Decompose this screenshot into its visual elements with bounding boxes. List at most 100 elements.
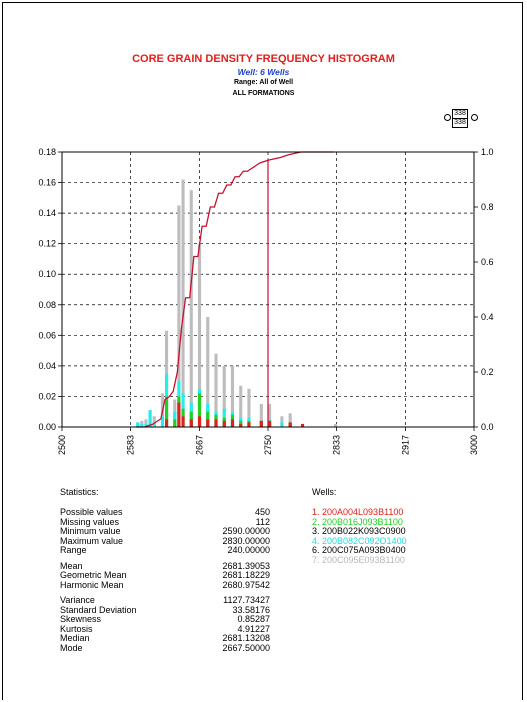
page-counter-bottom: 338 — [454, 119, 466, 126]
statistic-label: Variance — [60, 595, 95, 605]
statistic-label: Standard Deviation — [60, 604, 137, 615]
chart-title: CORE GRAIN DENSITY FREQUENCY HISTOGRAM — [132, 53, 395, 65]
chart-subtitle-formation: ALL FORMATIONS — [232, 90, 295, 97]
statistics-labels: Possible values Missing values Minimum val… — [60, 507, 137, 653]
wells-heading: Wells: — [312, 487, 337, 497]
x-tick-label: 3000 — [469, 435, 479, 455]
bar-total — [288, 413, 292, 427]
bar-total — [214, 353, 218, 427]
next-page-icon[interactable] — [471, 114, 478, 121]
bar-red — [165, 419, 169, 427]
bar-red — [214, 419, 218, 427]
y-tick-label: 0.06 — [38, 330, 56, 340]
statistic-label: Geometric Mean — [60, 570, 127, 580]
prev-page-icon[interactable] — [444, 114, 451, 121]
histogram-chart: 0.00 0.02 0.04 0.06 0.08 0.10 0.12 0.14 0.16 0.18… — [38, 147, 494, 455]
y-tick-label: 0.02 — [38, 391, 56, 401]
bar-cyan — [280, 422, 284, 427]
statistic-value: 2681.39053 — [222, 560, 270, 571]
bar-total — [222, 365, 226, 427]
y-tick-label: 0.18 — [38, 147, 56, 157]
bar-red — [222, 420, 226, 427]
page-counter-box: 338 338 — [452, 109, 468, 128]
statistic-label: Kurtosis — [60, 623, 93, 634]
statistic-value: 33.58176 — [232, 604, 270, 615]
bar-cyan — [148, 410, 152, 427]
bar-green — [165, 396, 169, 427]
statistic-label: Possible values — [60, 507, 123, 517]
statistic-value: 2681.13208 — [222, 633, 270, 643]
chart-subtitle-range: Range: All of Well — [233, 79, 294, 86]
bar-red — [288, 422, 292, 427]
well-item: 2. 200B016J093B1100 — [312, 516, 403, 527]
y2-tick-label: 0.0 — [481, 422, 494, 432]
bar-cyan — [160, 416, 164, 427]
bar-total — [152, 416, 156, 427]
statistic-label: Mean — [60, 560, 83, 571]
y-tick-label: 0.12 — [38, 239, 56, 249]
statistic-label: Mode — [60, 642, 83, 653]
chart-subtitle-well: Well: 6 Wells — [237, 67, 290, 77]
y-tick-label: 0.08 — [38, 300, 56, 310]
x-tick-label: 2500 — [57, 435, 67, 455]
statistic-label: Missing values — [60, 516, 120, 527]
x-tick-label: 2583 — [125, 435, 135, 455]
bar-red — [181, 416, 185, 427]
statistic-value: 1127.73427 — [223, 595, 270, 605]
bar-total — [268, 404, 272, 427]
statistic-label: Maximum value — [60, 535, 124, 546]
statistic-value: 4.91227 — [237, 623, 270, 634]
bar-red — [259, 420, 263, 427]
x-tick-label: 2667 — [195, 435, 205, 455]
bar-red — [230, 419, 235, 427]
statistic-value: 2681.18229 — [222, 570, 270, 580]
bar-red — [206, 419, 210, 427]
statistic-value: 112 — [255, 516, 270, 527]
bar-red — [197, 416, 202, 427]
bar-red — [189, 419, 193, 427]
y-tick-label: 0.16 — [38, 178, 56, 188]
bar-total — [177, 205, 181, 427]
bar-cyan — [136, 422, 140, 427]
bar-total — [230, 365, 235, 427]
bar-red — [300, 423, 305, 427]
bar-green — [197, 393, 202, 427]
well-item: 7. 200C095E093B1100 — [312, 554, 405, 565]
bar-green — [173, 419, 177, 427]
y2-tick-label: 0.8 — [481, 202, 494, 212]
statistic-label: Skewness — [60, 614, 102, 624]
y-tick-label: 0.04 — [38, 361, 56, 371]
y-tick-label: 0.10 — [38, 269, 56, 279]
bar-cyan — [222, 408, 226, 427]
y2-tick-label: 0.6 — [481, 257, 494, 267]
statistic-value: 2680.97542 — [222, 579, 270, 590]
x-tick-label: 2917 — [401, 435, 411, 455]
bar-cyan — [140, 423, 144, 427]
bar-total — [239, 385, 243, 427]
bar-total — [333, 423, 338, 427]
statistic-label: Median — [60, 633, 90, 643]
y2-tick-label: 1.0 — [481, 147, 494, 157]
well-item: 1. 200A004L093B1100 — [312, 507, 404, 517]
bar-total — [144, 419, 148, 427]
statistic-value: 2590.00000 — [222, 526, 270, 536]
statistics-values: 450 112 2590.00000 2830.00000 240.00000 2681.… — [180, 507, 270, 653]
statistic-value: 2830.00000 — [222, 535, 270, 546]
statistic-value: 0.85287 — [237, 614, 270, 624]
statistic-label: Range — [60, 545, 87, 555]
bar-red — [268, 420, 272, 427]
bar-total — [259, 404, 263, 427]
bar-total — [189, 190, 193, 427]
statistic-value: 450 — [254, 507, 270, 517]
y2-tick-label: 0.4 — [481, 312, 494, 322]
page-counter-top: 338 — [453, 110, 467, 119]
x-tick-label: 2833 — [331, 435, 341, 455]
statistics-heading: Statistics: — [60, 487, 99, 497]
bar-total — [197, 243, 202, 427]
bar-total — [181, 179, 185, 427]
well-item: 6. 200C075A093B0400 — [312, 545, 406, 555]
x-tick-label: 2750 — [263, 435, 273, 455]
statistic-label: Minimum value — [60, 526, 121, 536]
y2-tick-label: 0.2 — [481, 367, 494, 377]
